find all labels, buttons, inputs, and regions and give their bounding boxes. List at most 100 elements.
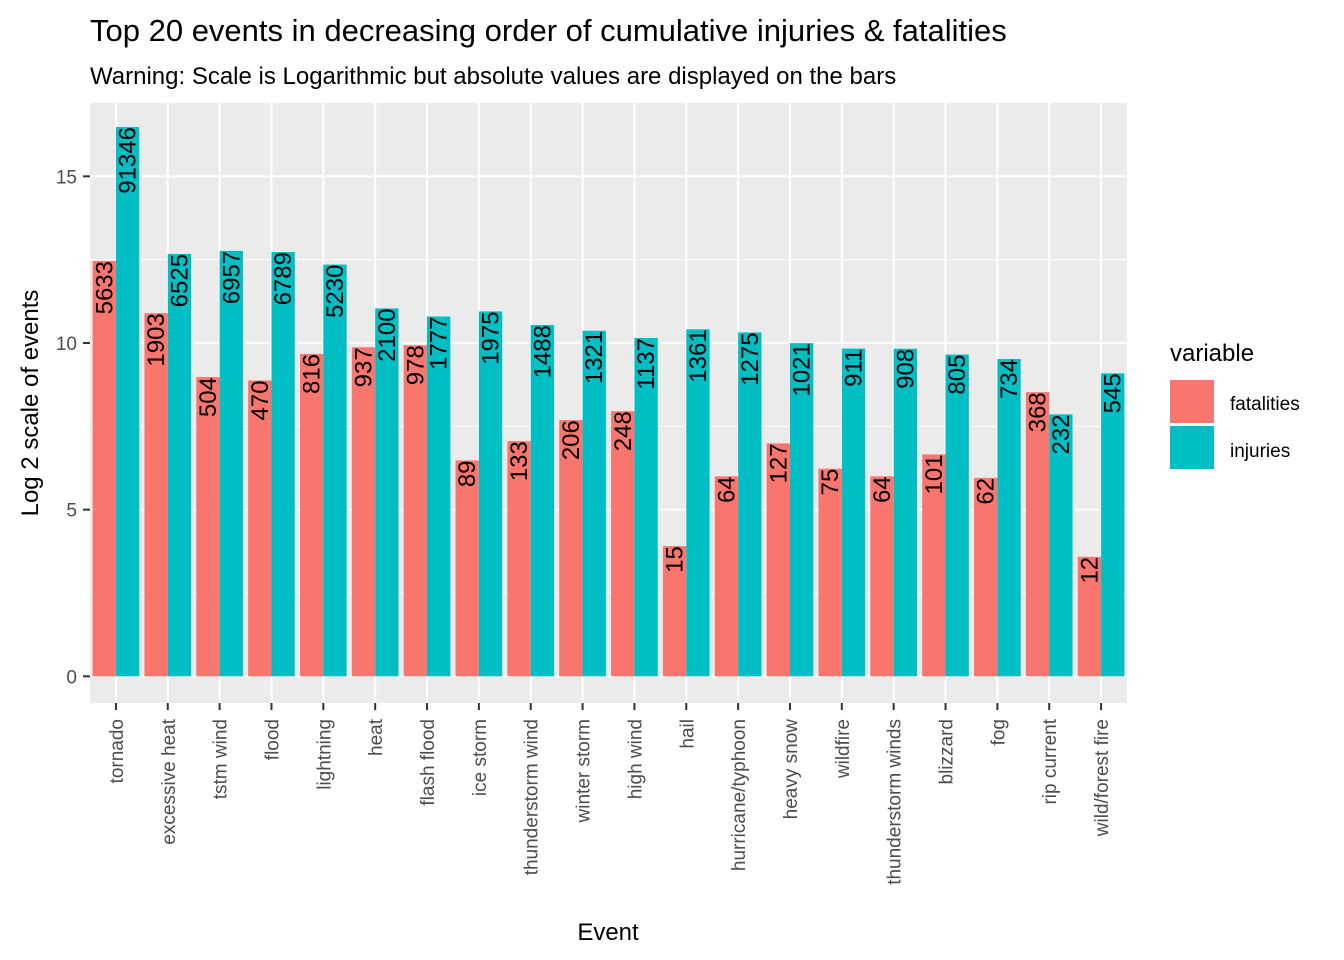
bar-fatalities [1077,556,1102,677]
bar-injuries [323,264,347,677]
bar-label-injuries: 545 [1100,373,1127,413]
bar-label-fatalities: 937 [351,347,378,387]
bar-label-injuries: 6525 [166,254,193,307]
bar-fatalities [92,261,116,677]
bar-fatalities [766,443,790,677]
bar-label-injuries: 1021 [789,343,816,396]
x-tick-label: flash flood [418,719,439,806]
x-tick-label: rip current [1040,718,1061,804]
x-axis: tornado excessive heat tstm wind flood light… [107,703,1113,885]
bar-fatalities [559,420,583,677]
bar-label-injuries: 911 [840,349,867,387]
y-tick-label: 5 [66,501,77,522]
legend-key-injuries [1170,426,1214,469]
x-tick-label: heavy snow [781,719,802,820]
bar-injuries [582,330,606,677]
x-tick-label: tstm wind [211,719,232,799]
legend-title: variable [1170,340,1254,367]
bar-fatalities [662,546,687,677]
bar-injuries [115,127,140,677]
y-tick-label: 15 [56,167,77,188]
x-tick-label: wildfire [833,719,854,779]
bar-label-fatalities: 62 [973,478,1000,505]
bar-label-injuries: 1975 [478,311,505,364]
bar-label-fatalities: 64 [713,476,740,503]
bar-injuries [738,332,762,677]
bar-fatalities [714,476,739,677]
bar-label-fatalities: 101 [921,454,948,494]
bar-fatalities [351,347,376,677]
bar-label-fatalities: 15 [662,546,689,573]
plot-panel [90,103,1127,703]
x-tick-label: excessive heat [159,718,180,844]
bar-label-fatalities: 75 [817,469,844,496]
bar-fatalities [403,345,428,677]
legend-label-fatalities: fatalities [1230,394,1300,415]
bar-label-fatalities: 12 [1076,557,1103,584]
x-tick-label: tornado [107,719,128,783]
x-tick-label: thunderstorm winds [885,719,906,885]
bar-injuries [219,250,243,677]
bar-fatalities [611,411,635,677]
bar-label-injuries: 1321 [581,331,608,384]
x-tick-label: lightning [314,719,335,790]
bar-injuries [1101,373,1125,677]
x-tick-label: hail [677,719,698,749]
bar-label-injuries: 734 [996,359,1023,399]
bar-fatalities [144,313,168,677]
bar-label-injuries: 1361 [685,329,712,382]
bar-label-fatalities: 206 [558,420,585,460]
bar-label-injuries: 1777 [426,316,453,369]
bar-injuries [375,308,399,677]
bar-injuries [945,354,969,677]
bar-injuries [686,329,710,677]
bar-injuries [167,253,192,677]
bar-label-injuries: 91346 [115,127,142,194]
bar-fatalities [299,353,324,677]
bar-fatalities [974,477,998,677]
bar-fatalities [248,380,272,677]
bar-injuries [997,359,1021,677]
bar-injuries [841,348,866,677]
bar-label-injuries: 1137 [633,338,660,390]
x-tick-label: fog [988,719,1009,745]
x-tick-label: wild/forest fire [1092,719,1113,837]
legend-key-fatalities [1170,380,1214,423]
bar-label-injuries: 2100 [374,308,401,361]
bar-fatalities [455,460,479,677]
x-tick-label: flood [262,719,283,760]
bar-label-injuries: 5230 [322,265,349,318]
bar-label-fatalities: 89 [454,460,481,487]
bar-fatalities [818,468,842,677]
bar-fatalities [1025,392,1050,677]
bar-label-fatalities: 248 [610,411,637,451]
bar-label-fatalities: 470 [247,380,274,420]
bar-label-injuries: 6957 [218,251,245,304]
x-tick-label: ice storm [470,719,491,796]
bar-label-injuries: 232 [1048,414,1075,454]
bar-injuries [1049,414,1073,677]
bar-label-fatalities: 504 [195,377,222,417]
chart-subtitle: Warning: Scale is Logarithmic but absolu… [90,63,896,90]
bar-labels: 5633 1903 504 470 816 937 978 89 133 206 248 15 64 12… [91,127,1126,584]
x-tick-label: thunderstorm wind [522,719,543,875]
bar-label-injuries: 1275 [737,332,764,385]
bar-injuries [789,343,814,677]
bar-fatalities [196,377,220,677]
bar-label-fatalities: 64 [869,476,896,503]
bar-label-fatalities: 5633 [91,261,118,314]
x-tick-label: blizzard [937,719,958,784]
bars [92,127,1125,677]
bar-label-fatalities: 133 [506,441,533,481]
bar-label-fatalities: 816 [299,354,326,394]
bar-injuries [893,348,918,677]
x-axis-title: Event [577,919,639,946]
x-tick-label: hurricane/typhoon [729,719,750,871]
bar-label-injuries: 1488 [529,325,556,378]
x-tick-label: high wind [625,719,646,799]
bar-label-fatalities: 368 [1025,392,1052,432]
x-tick-label: heat [366,718,387,756]
bar-injuries [271,252,295,677]
bar-label-fatalities: 127 [765,443,792,483]
